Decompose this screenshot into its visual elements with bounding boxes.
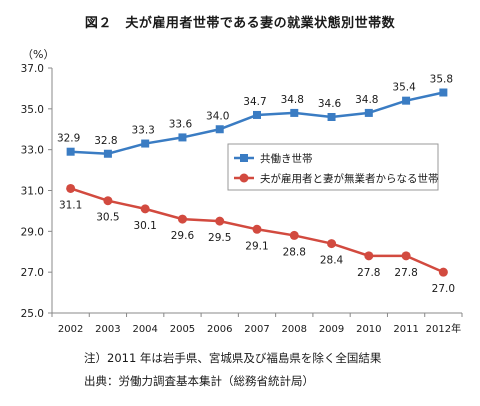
data-point <box>439 88 448 97</box>
x-tick-label: 2010 <box>356 324 381 335</box>
data-point <box>253 110 261 119</box>
data-label: 34.6 <box>318 98 342 110</box>
data-point <box>364 251 374 261</box>
legend-box <box>227 143 439 191</box>
data-point <box>327 113 336 121</box>
x-tick-label: 2003 <box>95 324 120 335</box>
data-label: 30.5 <box>96 212 119 224</box>
y-tick-label: 37.0 <box>21 63 44 75</box>
y-tick-label: 27.0 <box>21 267 44 279</box>
data-point <box>141 139 150 148</box>
x-tick-label: 2005 <box>170 324 195 335</box>
data-point <box>289 230 299 240</box>
data-point <box>215 216 225 226</box>
data-label: 32.9 <box>57 133 80 145</box>
data-point <box>103 149 112 158</box>
x-tick-label: 2008 <box>282 324 307 335</box>
legend-label: 夫が雇用者と妻が無業者からなる世帯 <box>260 172 439 185</box>
y-tick-label: 33.0 <box>21 145 44 157</box>
data-label: 32.8 <box>94 135 117 147</box>
data-label: 34.7 <box>243 96 266 108</box>
data-label: 29.6 <box>171 230 195 242</box>
data-label: 28.8 <box>283 246 306 258</box>
data-point <box>177 214 187 224</box>
data-label: 34.8 <box>281 94 304 106</box>
y-tick-label: 35.0 <box>21 104 44 116</box>
data-point <box>66 183 76 193</box>
x-tick-label: 2012年 <box>426 322 461 335</box>
chart-title: 図２ 夫が雇用者世帯である妻の就業状態別世帯数 <box>84 16 396 31</box>
data-label: 33.6 <box>169 118 193 130</box>
data-point <box>103 196 113 206</box>
data-label: 31.1 <box>59 199 82 211</box>
data-label: 33.3 <box>131 125 154 137</box>
data-point <box>140 204 150 214</box>
y-tick-label: 29.0 <box>21 226 44 238</box>
data-point <box>438 267 448 277</box>
data-point <box>327 239 337 249</box>
chart-footnote: 注）2011 年は岩手県、宮城県及び福島県を除く全国結果 <box>84 351 382 365</box>
chart-source: 出典：労働力調査基本集計（総務省統計局） <box>84 374 314 388</box>
data-label: 29.5 <box>208 232 231 244</box>
data-point <box>66 147 75 156</box>
data-label: 35.4 <box>392 82 416 94</box>
data-label: 30.1 <box>133 220 156 232</box>
x-tick-label: 2004 <box>132 324 157 335</box>
data-label: 28.4 <box>320 255 344 267</box>
data-label: 35.8 <box>430 74 453 86</box>
data-label: 34.8 <box>355 94 378 106</box>
x-tick-label: 2006 <box>207 324 232 335</box>
y-unit-label: （%） <box>22 48 55 61</box>
data-point <box>401 251 411 261</box>
data-point <box>178 133 187 142</box>
y-tick-label: 31.0 <box>21 186 44 198</box>
data-label: 29.1 <box>245 240 268 252</box>
legend-marker <box>239 173 249 183</box>
data-point <box>364 108 373 117</box>
data-label: 27.8 <box>357 267 380 279</box>
x-tick-label: 2002 <box>58 324 83 335</box>
x-tick-label: 2007 <box>244 324 269 335</box>
data-label: 27.0 <box>432 283 455 295</box>
data-point <box>252 224 262 234</box>
x-tick-label: 2009 <box>319 324 344 335</box>
data-point <box>402 96 411 105</box>
y-tick-label: 25.0 <box>21 308 44 320</box>
legend-label: 共働き世帯 <box>260 152 313 165</box>
legend-marker <box>240 154 248 162</box>
data-point <box>290 108 299 117</box>
data-point <box>215 125 224 134</box>
data-label: 34.0 <box>206 110 229 122</box>
x-tick-label: 2011 <box>393 324 418 335</box>
data-label: 27.8 <box>394 267 417 279</box>
